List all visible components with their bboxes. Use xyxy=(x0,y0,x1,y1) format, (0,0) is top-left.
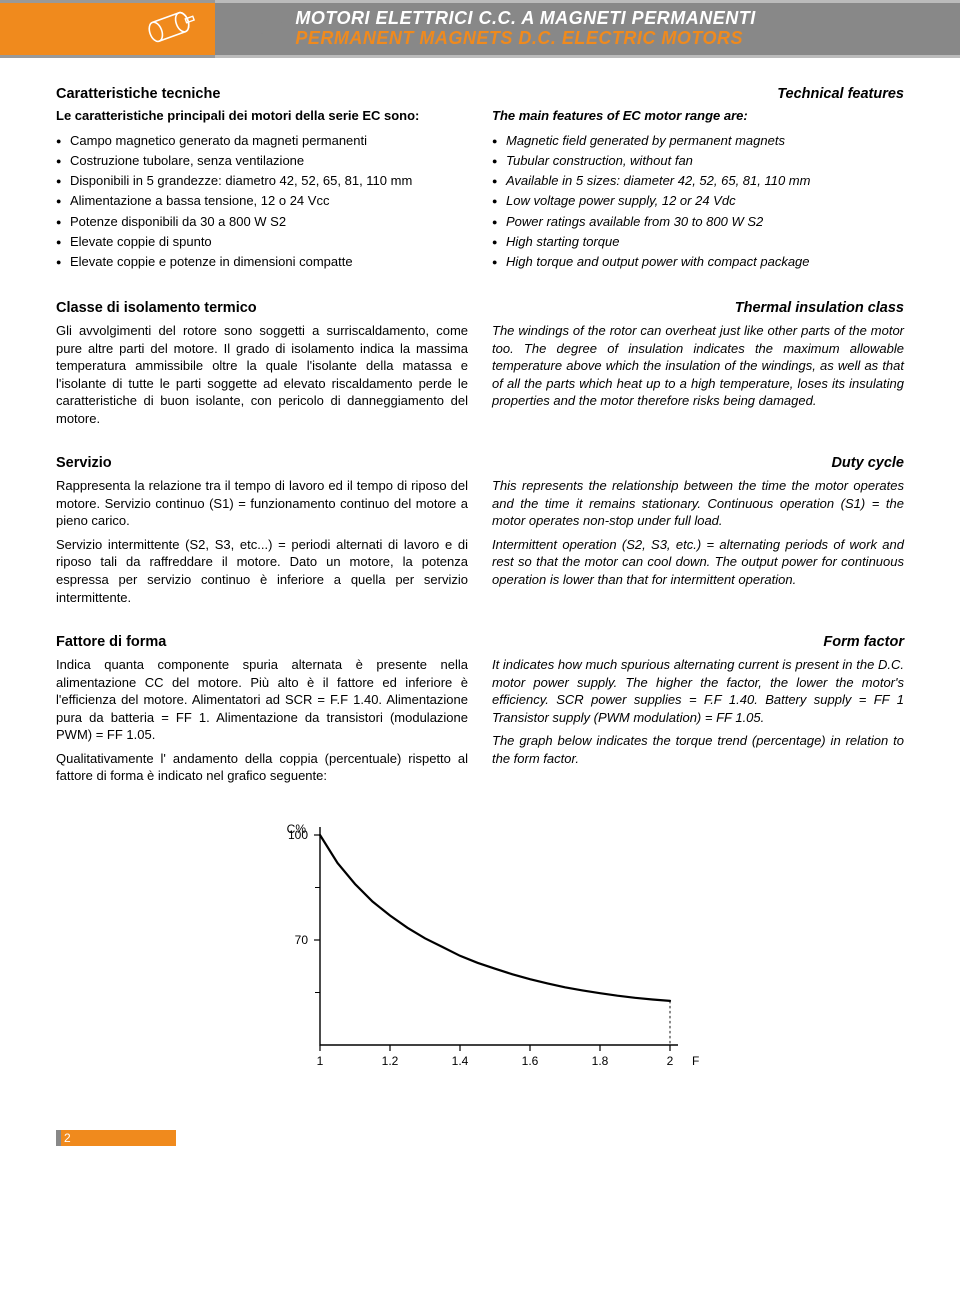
section-heading: Caratteristiche tecniche xyxy=(56,86,468,102)
thermal-it: Classe di isolamento termico Gli avvolgi… xyxy=(56,300,468,427)
list-item: Potenze disponibili da 30 a 800 W S2 xyxy=(56,212,468,232)
paragraph: Qualitativamente l' andamento della copp… xyxy=(56,750,468,785)
form-it: Fattore di forma Indica quanta component… xyxy=(56,634,468,785)
svg-text:1: 1 xyxy=(317,1054,324,1068)
body-text: Gli avvolgimenti del rotore sono soggett… xyxy=(56,322,468,427)
tech-features-block: Caratteristiche tecniche Le caratteristi… xyxy=(56,86,904,272)
header-right: EC MOTORI ELETTRICI C.C. A MAGNETI PERMA… xyxy=(215,0,960,58)
list-item: Costruzione tubolare, senza ventilazione xyxy=(56,151,468,171)
paragraph: Indica quanta componente spuria alternat… xyxy=(56,656,468,744)
body-text: Rappresenta la relazione tra il tempo di… xyxy=(56,477,468,606)
section-heading: Duty cycle xyxy=(492,455,904,471)
svg-text:1.6: 1.6 xyxy=(522,1054,539,1068)
svg-text:70: 70 xyxy=(295,933,309,947)
body-text: Indica quanta componente spuria alternat… xyxy=(56,656,468,785)
body-text: This represents the relationship between… xyxy=(492,477,904,588)
header-title-en: PERMANENT MAGNETS D.C. ELECTRIC MOTORS xyxy=(295,29,755,49)
paragraph: This represents the relationship between… xyxy=(492,477,904,530)
section-heading: Form factor xyxy=(492,634,904,650)
svg-text:1.2: 1.2 xyxy=(382,1054,399,1068)
intro-text: Le caratteristiche principali dei motori… xyxy=(56,108,468,123)
form-en: Form factor It indicates how much spurio… xyxy=(492,634,904,785)
section-heading: Fattore di forma xyxy=(56,634,468,650)
svg-text:1.4: 1.4 xyxy=(452,1054,469,1068)
svg-text:FF: FF xyxy=(692,1054,700,1068)
motor-icon xyxy=(139,9,199,50)
feature-list-it: Campo magnetico generato da magneti perm… xyxy=(56,131,468,272)
list-item: Low voltage power supply, 12 or 24 Vdc xyxy=(492,191,904,211)
tech-features-en: Technical features The main features of … xyxy=(492,86,904,272)
header-title-it: MOTORI ELETTRICI C.C. A MAGNETI PERMANEN… xyxy=(295,9,755,29)
duty-it: Servizio Rappresenta la relazione tra il… xyxy=(56,455,468,606)
page-body: Caratteristiche tecniche Le caratteristi… xyxy=(0,58,960,1130)
page-footer: 2 xyxy=(56,1130,176,1146)
list-item: Elevate coppie di spunto xyxy=(56,232,468,252)
header-left xyxy=(0,0,215,58)
paragraph: Intermittent operation (S2, S3, etc.) = … xyxy=(492,536,904,589)
list-item: Tubular construction, without fan xyxy=(492,151,904,171)
feature-list-en: Magnetic field generated by permanent ma… xyxy=(492,131,904,272)
torque-chart-wrap: 11.21.41.61.82FF70100C% xyxy=(56,815,904,1080)
thermal-en: Thermal insulation class The windings of… xyxy=(492,300,904,427)
thermal-block: Classe di isolamento termico Gli avvolgi… xyxy=(56,300,904,427)
torque-vs-formfactor-chart: 11.21.41.61.82FF70100C% xyxy=(260,815,700,1080)
header-title: MOTORI ELETTRICI C.C. A MAGNETI PERMANEN… xyxy=(295,9,755,49)
paragraph: Rappresenta la relazione tra il tempo di… xyxy=(56,477,468,530)
paragraph: The graph below indicates the torque tre… xyxy=(492,732,904,767)
section-heading: Servizio xyxy=(56,455,468,471)
list-item: Power ratings available from 30 to 800 W… xyxy=(492,212,904,232)
paragraph: Servizio intermittente (S2, S3, etc...) … xyxy=(56,536,468,606)
svg-text:C%: C% xyxy=(287,822,307,836)
duty-block: Servizio Rappresenta la relazione tra il… xyxy=(56,455,904,606)
list-item: Alimentazione a bassa tensione, 12 o 24 … xyxy=(56,191,468,211)
list-item: High torque and output power with compac… xyxy=(492,252,904,272)
series-label: EC xyxy=(225,5,283,53)
page-number: 2 xyxy=(64,1131,71,1145)
body-text: It indicates how much spurious alternati… xyxy=(492,656,904,767)
intro-text: The main features of EC motor range are: xyxy=(492,108,904,123)
list-item: Available in 5 sizes: diameter 42, 52, 6… xyxy=(492,171,904,191)
list-item: Elevate coppie e potenze in dimensioni c… xyxy=(56,252,468,272)
section-heading: Thermal insulation class xyxy=(492,300,904,316)
duty-en: Duty cycle This represents the relations… xyxy=(492,455,904,606)
list-item: Campo magnetico generato da magneti perm… xyxy=(56,131,468,151)
list-item: Disponibili in 5 grandezze: diametro 42,… xyxy=(56,171,468,191)
list-item: High starting torque xyxy=(492,232,904,252)
tech-features-it: Caratteristiche tecniche Le caratteristi… xyxy=(56,86,468,272)
body-text: The windings of the rotor can overheat j… xyxy=(492,322,904,410)
section-heading: Technical features xyxy=(492,86,904,102)
form-block: Fattore di forma Indica quanta component… xyxy=(56,634,904,785)
section-heading: Classe di isolamento termico xyxy=(56,300,468,316)
svg-text:2: 2 xyxy=(667,1054,674,1068)
svg-text:1.8: 1.8 xyxy=(592,1054,609,1068)
list-item: Magnetic field generated by permanent ma… xyxy=(492,131,904,151)
paragraph: It indicates how much spurious alternati… xyxy=(492,656,904,726)
header-bar: EC MOTORI ELETTRICI C.C. A MAGNETI PERMA… xyxy=(0,0,960,58)
